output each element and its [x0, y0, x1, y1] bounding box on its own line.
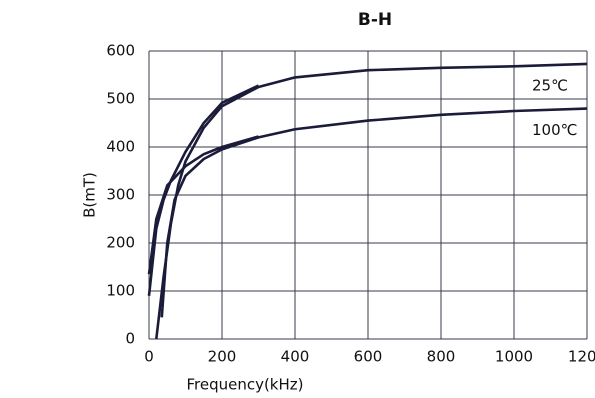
- chart-title: B-H: [358, 10, 392, 30]
- y-tick-label: 500: [106, 90, 135, 108]
- x-tick-label: 1000: [495, 348, 533, 366]
- x-tick-label: 0: [144, 348, 154, 366]
- x-tick-label: 1200: [568, 348, 595, 366]
- y-tick-label: 300: [106, 186, 135, 204]
- y-tick-label: 400: [106, 138, 135, 156]
- y-tick-label: 100: [106, 282, 135, 300]
- x-axis-label: Frequency(kHz): [186, 376, 303, 394]
- y-axis-label: B(mT): [81, 172, 99, 218]
- y-tick-label: 200: [106, 234, 135, 252]
- y-tick-label: 0: [125, 330, 135, 348]
- x-tick-label: 800: [427, 348, 456, 366]
- series-label: 100℃: [532, 121, 577, 139]
- y-tick-label: 600: [106, 42, 135, 60]
- x-tick-label: 400: [281, 348, 310, 366]
- x-tick-label: 200: [208, 348, 237, 366]
- curve: [147, 107, 588, 318]
- series-label: 25℃: [532, 76, 568, 94]
- x-tick-label: 600: [354, 348, 383, 366]
